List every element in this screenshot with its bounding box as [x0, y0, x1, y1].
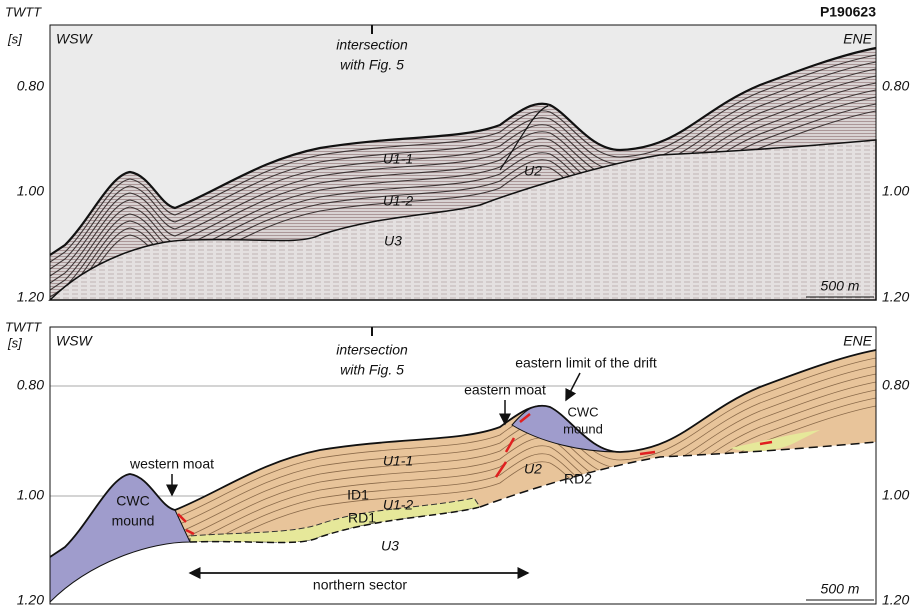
surface-label: ID1 — [347, 487, 369, 503]
depth-tick: 0.80 — [17, 377, 44, 393]
intersection-label: intersection — [336, 342, 408, 358]
mound-label: mound — [563, 421, 603, 436]
profile-id: P190623 — [820, 4, 876, 20]
depth-tick: 1.20 — [17, 592, 44, 608]
unit-label: U2 — [524, 461, 542, 477]
interpretation-panel: TWTT [s] WSW ENE intersection with Fig. … — [5, 319, 909, 608]
east-label: ENE — [843, 31, 872, 47]
annotation: western moat — [129, 456, 214, 472]
surface-label: RD1 — [348, 510, 376, 526]
intersection-label: intersection — [336, 37, 408, 53]
unit-label: U1-1 — [383, 453, 413, 469]
mound-label: CWC — [567, 404, 598, 419]
mound-label: mound — [112, 513, 155, 529]
unit-label: U3 — [384, 233, 402, 249]
west-label: WSW — [56, 333, 94, 349]
unit-label: U2 — [524, 163, 542, 179]
depth-tick: 0.80 — [17, 78, 44, 94]
scale-label: 500 m — [821, 278, 860, 294]
surface-label: RD2 — [564, 471, 592, 487]
depth-tick: 0.80 — [882, 377, 909, 393]
axis-title: TWTT — [5, 319, 42, 334]
unit-label: U3 — [381, 538, 399, 554]
axis-unit: [s] — [7, 31, 22, 46]
axis-unit: [s] — [7, 335, 22, 350]
unit-label: U1-2 — [383, 497, 414, 513]
intersection-label: with Fig. 5 — [340, 57, 404, 73]
depth-tick: 1.20 — [17, 289, 44, 305]
east-label: ENE — [843, 333, 872, 349]
scale-label: 500 m — [821, 581, 860, 597]
annotation: eastern limit of the drift — [515, 355, 657, 371]
unit-label: U1-2 — [383, 193, 414, 209]
unit-label: U1-1 — [383, 151, 413, 167]
intersection-label: with Fig. 5 — [340, 362, 404, 378]
annotation: eastern moat — [464, 382, 546, 398]
depth-tick: 1.00 — [882, 183, 909, 199]
axis-title: TWTT — [5, 4, 42, 19]
depth-tick: 1.20 — [882, 289, 909, 305]
depth-tick: 1.00 — [17, 487, 44, 503]
mound-label: CWC — [116, 493, 149, 509]
figure: TWTT [s] WSW ENE P190623 intersection wi… — [0, 0, 919, 608]
west-label: WSW — [56, 31, 94, 47]
seismic-panel: TWTT [s] WSW ENE P190623 intersection wi… — [5, 4, 909, 318]
depth-tick: 1.00 — [882, 487, 909, 503]
depth-tick: 1.00 — [17, 183, 44, 199]
page: TWTT [s] WSW ENE P190623 intersection wi… — [0, 0, 919, 608]
depth-tick: 1.20 — [882, 592, 909, 608]
depth-tick: 0.80 — [882, 78, 909, 94]
sector-label: northern sector — [313, 577, 407, 593]
interpretation — [50, 350, 876, 608]
